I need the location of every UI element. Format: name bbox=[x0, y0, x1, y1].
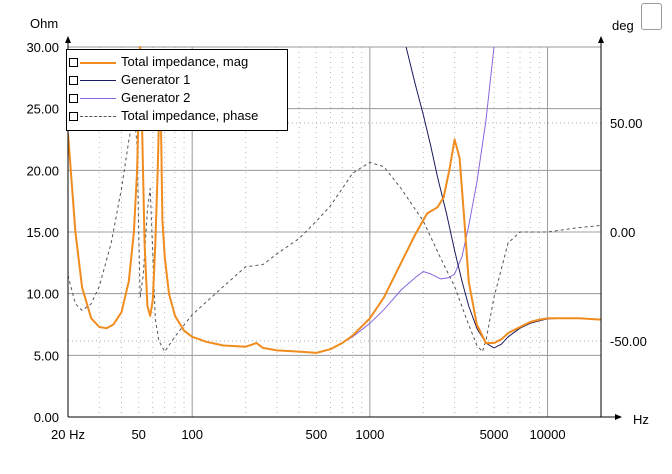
series-line-total-impedance-phase bbox=[68, 111, 601, 353]
legend-swatch bbox=[80, 80, 116, 81]
x-tick-label: 100 bbox=[181, 427, 203, 442]
left-tick-label: 20.00 bbox=[26, 163, 59, 178]
x-axis-arrow-icon bbox=[615, 414, 622, 420]
left-axis-arrow-icon bbox=[65, 36, 71, 43]
series-layer bbox=[68, 46, 601, 354]
left-tick-label: 5.00 bbox=[34, 348, 59, 363]
series-line-generator-1 bbox=[405, 46, 579, 349]
right-tick-label: 50.00 bbox=[610, 116, 643, 131]
legend-swatch bbox=[80, 116, 116, 117]
legend-label: Total impedance, mag bbox=[121, 54, 249, 69]
legend-entry-generator-1[interactable]: Generator 1 bbox=[67, 71, 287, 89]
left-tick-label: 0.00 bbox=[34, 410, 59, 425]
x-tick-label: 50 bbox=[131, 427, 145, 442]
left-axis-unit: Ohm bbox=[30, 16, 59, 31]
left-tick-label: 25.00 bbox=[26, 102, 59, 117]
right-tick-label: -50.00 bbox=[610, 334, 647, 349]
legend-checkbox[interactable] bbox=[69, 58, 78, 67]
x-tick-label: 1000 bbox=[355, 427, 384, 442]
legend-checkbox[interactable] bbox=[69, 76, 78, 85]
legend-label: Generator 2 bbox=[121, 90, 191, 105]
corner-toggle[interactable] bbox=[641, 3, 662, 30]
right-axis-unit: deg bbox=[612, 18, 634, 33]
x-tick-label: 5000 bbox=[480, 427, 509, 442]
x-tick-label: 500 bbox=[306, 427, 328, 442]
x-tick-label: 20 Hz bbox=[51, 427, 85, 442]
left-tick-label: 30.00 bbox=[26, 40, 59, 55]
tick-labels: 0.00 5.00 10.00 15.00 20.00 25.00 30.00 50.00 0.… bbox=[26, 40, 646, 442]
legend-swatch bbox=[80, 98, 116, 99]
legend: Total impedance, mag Generator 1 Generat… bbox=[66, 49, 288, 131]
legend-checkbox[interactable] bbox=[69, 112, 78, 121]
right-axis-arrow-icon bbox=[598, 36, 604, 43]
legend-entry-generator-2[interactable]: Generator 2 bbox=[67, 89, 287, 107]
x-tick-label: 10000 bbox=[529, 427, 565, 442]
legend-entry-total-phase[interactable]: Total impedance, phase bbox=[67, 107, 287, 125]
x-axis-unit: Hz bbox=[633, 412, 649, 427]
left-tick-label: 15.00 bbox=[26, 225, 59, 240]
legend-label: Generator 1 bbox=[121, 72, 191, 87]
left-tick-label: 10.00 bbox=[26, 287, 59, 302]
legend-entry-total-mag[interactable]: Total impedance, mag bbox=[67, 53, 287, 71]
series-line-total-impedance-mag bbox=[68, 46, 601, 354]
legend-swatch bbox=[80, 62, 116, 64]
legend-label: Total impedance, phase bbox=[121, 108, 259, 123]
right-tick-label: 0.00 bbox=[610, 225, 635, 240]
series-line-generator-2 bbox=[316, 46, 495, 354]
legend-checkbox[interactable] bbox=[69, 94, 78, 103]
